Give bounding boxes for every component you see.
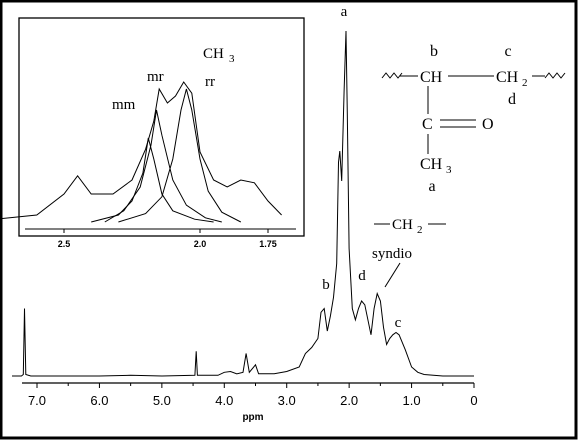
inset-mr-line — [104, 109, 222, 223]
struct-label-c: c — [504, 43, 511, 60]
x-axis-title: ppm — [242, 412, 263, 423]
inset-x-tick-label: 1.75 — [259, 239, 277, 249]
inset-envelope-line — [0, 81, 282, 220]
inset-x-tick-label: 2.0 — [194, 239, 207, 249]
peak-label-a: a — [341, 4, 348, 20]
x-axis-ticks: 7.0 6.0 5.0 4.0 3.0 2.0 1.0 0 — [28, 383, 478, 408]
methyl-ch3-label: CH — [420, 156, 443, 173]
peak-label-c: c — [395, 315, 402, 331]
inset-label-mr: mr — [147, 69, 164, 85]
x-tick-label: 3.0 — [278, 393, 296, 408]
x-tick-label: 0 — [470, 393, 477, 408]
x-tick-label: 1.0 — [403, 393, 421, 408]
inset-x-axis-ticks: 2.5 2.0 1.75 — [58, 229, 277, 249]
struct-label-b: b — [430, 43, 438, 60]
chain-ch2-subscript: 2 — [522, 77, 528, 89]
ch2-subscript: 2 — [417, 224, 423, 236]
inset-label-rr: rr — [205, 74, 215, 90]
ch2-label: CH — [392, 217, 413, 233]
struct-label-d: d — [508, 91, 516, 108]
x-tick-label: 5.0 — [153, 393, 171, 408]
peak-annotations: a b d c CH 2 syndio — [322, 4, 446, 331]
chemical-structure: CH CH 2 b c d C O CH 3 a — [381, 43, 566, 195]
carbonyl-c-label: C — [422, 116, 433, 133]
x-tick-label: 2.0 — [340, 393, 358, 408]
inset-x-tick-label: 2.5 — [58, 239, 71, 249]
main-plot: 7.0 6.0 5.0 4.0 3.0 2.0 1.0 0 ppm — [12, 30, 478, 423]
inset-label-ch3: CH — [203, 46, 224, 62]
inset-plot: 2.5 2.0 1.75 mm mr rr CH 3 — [0, 17, 305, 249]
methyl-ch3-subscript: 3 — [446, 164, 452, 176]
chain-wavy-left — [381, 72, 403, 79]
inset-label-mm: mm — [112, 97, 136, 113]
x-tick-label: 7.0 — [28, 393, 46, 408]
inset-frame — [18, 17, 305, 237]
x-tick-label: 6.0 — [90, 393, 108, 408]
carbonyl-o-label: O — [482, 116, 494, 133]
inset-rr-line — [118, 88, 242, 223]
inset-label-ch3-subscript: 3 — [229, 53, 235, 65]
chain-wavy-right — [544, 72, 566, 79]
syndio-label: syndio — [372, 246, 412, 262]
peak-label-b: b — [322, 277, 330, 293]
chain-ch2-label: CH — [496, 69, 519, 86]
x-tick-label: 4.0 — [215, 393, 233, 408]
peak-label-d: d — [358, 268, 366, 284]
struct-label-a: a — [428, 178, 435, 195]
syndio-arrow — [384, 262, 401, 288]
chain-ch-label: CH — [420, 69, 443, 86]
spectrum-line — [12, 30, 474, 377]
